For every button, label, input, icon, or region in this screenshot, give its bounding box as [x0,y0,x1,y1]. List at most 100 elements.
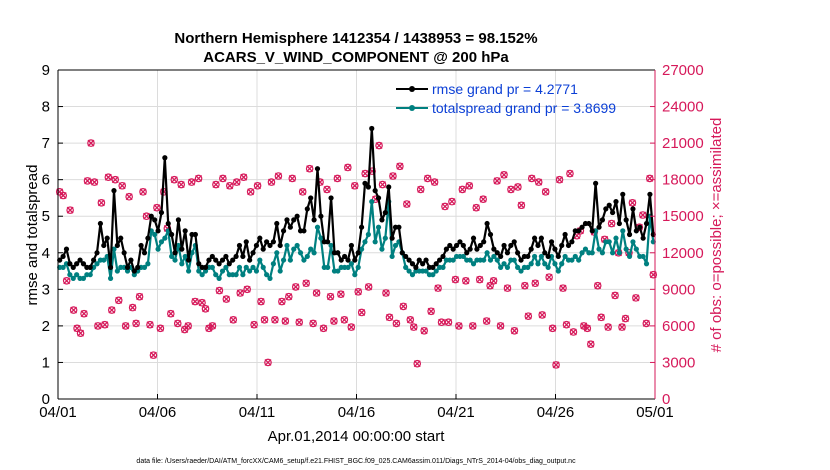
totalspread-point [277,268,283,274]
obs-possible-marker [475,275,484,284]
obs-possible-marker [288,174,297,183]
x-tick-label: 04/21 [437,404,475,421]
rmse-point [219,257,226,263]
x-tick-label: 05/01 [636,404,674,421]
obs-assimilated-marker [455,322,463,330]
totalspread-point [599,250,606,256]
totalspread-point [358,246,365,252]
obs-possible-marker [94,322,102,330]
totalspread-point [314,224,321,230]
obs-possible-marker [503,284,512,292]
obs-assimilated-marker [87,139,95,147]
totalspread-point [233,272,239,278]
rmse-point [260,246,266,252]
obs-assimilated-marker [118,182,126,190]
totalspread-point [440,264,446,270]
rmse-point [131,268,137,274]
obs-assimilated-marker [604,323,612,331]
obs-assimilated-marker [608,220,616,227]
rmse-point [148,213,154,219]
obs-assimilated-marker [268,178,275,186]
totalspread-point [562,253,568,260]
rmse-point [70,264,76,270]
obs-assimilated-marker [229,316,237,324]
obs-assimilated-marker [323,185,331,193]
rmse-point [196,261,202,267]
totalspread-point [304,253,310,260]
totalspread-point [101,257,107,263]
obs-assimilated-marker [434,284,442,292]
y-left-tick-label: 3 [42,281,50,298]
rmse-point [338,257,344,263]
obs-possible-marker [534,178,543,186]
obs-possible-marker [73,324,81,333]
obs-assimilated-marker [188,178,196,186]
rmse-point [74,261,80,267]
obs-assimilated-marker [559,284,567,292]
y-right-tick-label: 3000 [662,354,695,371]
y-left-tick-label: 6 [42,172,50,189]
obs-possible-marker [566,169,574,178]
obs-possible-marker [409,323,418,331]
obs-assimilated-marker [410,323,418,331]
totalspread-point [589,250,595,256]
obs-assimilated-marker [403,200,411,208]
rmse-point [342,253,348,260]
rmse-point [403,253,409,260]
obs-possible-marker [167,309,175,318]
obs-possible-marker [319,324,328,333]
totalspread-point [582,246,589,252]
obs-possible-marker [545,273,553,281]
totalspread-point [389,253,395,260]
obs-possible-marker [302,279,310,288]
obs-assimilated-marker [445,318,452,326]
obs-possible-marker [364,283,373,291]
rmse-point [294,213,300,219]
obs-assimilated-marker [139,188,147,196]
rmse-point [386,184,392,190]
totalspread-point [70,275,76,281]
obs-assimilated-marker [448,198,456,206]
obs-assimilated-marker [632,294,640,302]
totalspread-point [185,268,192,274]
totalspread-point [433,268,439,274]
rmse-point [518,257,524,263]
obs-assimilated-marker [320,324,327,332]
obs-possible-marker [611,291,619,300]
rmse-point [440,253,446,260]
totalspread-point [152,231,158,238]
obs-possible-marker [451,275,460,284]
obs-assimilated-marker [285,293,293,301]
totalspread-point [511,257,517,263]
rmse-point [352,257,358,263]
totalspread-point [372,239,378,245]
rmse-point [555,253,561,260]
obs-possible-marker [90,178,99,186]
y-axis-label-left: rmse and totalspread [24,165,41,306]
obs-assimilated-marker [462,277,470,285]
totalspread-point [236,264,243,270]
rmse-point [216,261,222,267]
rmse-point [291,217,297,223]
obs-possible-marker [281,317,290,325]
obs-assimilated-marker [386,313,393,321]
obs-assimilated-marker [337,290,345,298]
obs-possible-marker [396,162,404,171]
rmse-point [494,250,500,256]
obs-possible-marker [357,308,366,317]
totalspread-point [491,253,497,260]
obs-possible-marker [406,315,415,324]
totalspread-point [287,257,293,263]
obs-assimilated-marker [108,306,116,314]
obs-assimilated-marker [399,302,407,310]
obs-possible-marker [229,315,238,324]
rmse-point [599,217,606,223]
obs-assimilated-marker [535,178,543,186]
totalspread-point [518,268,524,274]
obs-assimilated-marker [247,188,255,196]
totalspread-point [362,239,368,245]
totalspread-point [250,264,256,270]
rmse-point [101,242,107,249]
totalspread-point [579,250,585,256]
rmse-point [606,202,612,208]
